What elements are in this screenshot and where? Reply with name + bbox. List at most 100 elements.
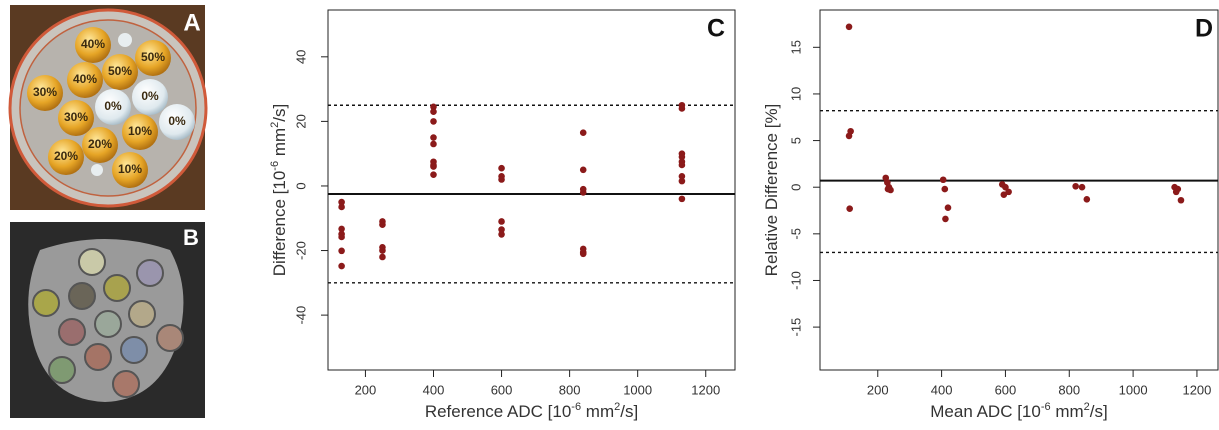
- x-tick-label: 200: [355, 382, 377, 397]
- y-tick-label: 0: [788, 184, 803, 191]
- x-axis-title: Reference ADC [10-6 mm2/s]: [425, 401, 638, 422]
- panel-label: D: [1195, 15, 1213, 43]
- point: [498, 226, 505, 233]
- panel-label: B: [183, 225, 199, 250]
- tube: [122, 114, 158, 150]
- point: [338, 225, 345, 233]
- point: [678, 153, 686, 161]
- point: [887, 186, 894, 194]
- mri-tube: [120, 336, 148, 364]
- tube: [132, 79, 168, 115]
- tube-label: 10%: [118, 162, 142, 176]
- point: [942, 215, 949, 223]
- x-tick-label: 800: [559, 382, 581, 397]
- tube: [67, 62, 103, 98]
- point: [338, 203, 345, 211]
- x-tick-label: 400: [931, 382, 953, 397]
- x-tick-label: 1000: [1119, 382, 1148, 397]
- point: [498, 218, 505, 225]
- x-tick-label: 400: [423, 382, 445, 397]
- point: [430, 163, 437, 170]
- point: [579, 166, 587, 174]
- y-tick-label: 15: [788, 40, 803, 54]
- tube: [112, 152, 148, 188]
- point: [941, 185, 949, 193]
- mri-tube: [78, 248, 106, 276]
- mri-panel: B: [10, 222, 205, 418]
- point: [379, 247, 386, 254]
- tube-label: 0%: [104, 99, 122, 113]
- photo-panel: 40% 50% 50% 30% 40% 0% 0% 0% 30% 10% 20%…: [8, 5, 208, 210]
- tube: [135, 40, 171, 76]
- point: [338, 233, 345, 241]
- y-axis-title-part: Relative Difference [%]: [762, 104, 781, 277]
- tube-label: 40%: [73, 72, 97, 86]
- point: [579, 250, 587, 258]
- point: [430, 118, 437, 125]
- point: [338, 198, 345, 206]
- y-axis-title-part: Difference [10: [270, 171, 289, 277]
- y-axis-title-part: /s]: [270, 104, 289, 122]
- point: [845, 23, 853, 31]
- x-tick-label: 1200: [691, 382, 720, 397]
- point: [579, 189, 587, 196]
- y-axis-title-part: -6: [269, 161, 281, 171]
- point: [430, 134, 437, 141]
- cap: [91, 164, 103, 176]
- point: [498, 164, 505, 172]
- point: [1078, 183, 1086, 191]
- point: [846, 205, 853, 212]
- panel-label: C: [707, 15, 725, 43]
- point: [1172, 188, 1180, 196]
- point: [1002, 183, 1009, 191]
- mri-tube: [103, 274, 131, 302]
- mri-tube: [58, 318, 86, 346]
- y-tick-label: -15: [788, 318, 803, 337]
- point: [430, 171, 437, 178]
- tube-label: 10%: [128, 124, 152, 138]
- x-tick-label: 1200: [1182, 382, 1211, 397]
- point: [379, 221, 386, 229]
- point: [498, 176, 505, 183]
- tube: [159, 104, 195, 140]
- tube: [58, 100, 94, 136]
- x-tick-label: 800: [1058, 382, 1080, 397]
- point: [379, 253, 386, 261]
- mri-tube: [84, 343, 112, 371]
- tube: [95, 89, 131, 125]
- tube-label: 20%: [88, 137, 112, 151]
- cap: [118, 33, 132, 47]
- point: [338, 247, 345, 255]
- mri-tube: [156, 324, 184, 352]
- point: [498, 231, 505, 238]
- mri-tube: [48, 356, 76, 384]
- x-axis-title-part: Reference ADC [10: [425, 402, 571, 421]
- point: [944, 204, 952, 212]
- point: [845, 132, 853, 140]
- y-tick-label: 20: [293, 114, 308, 128]
- y-tick-label: 5: [788, 137, 803, 144]
- tube-label: 50%: [141, 50, 165, 64]
- point: [1000, 191, 1008, 198]
- y-tick-label: 40: [293, 50, 308, 64]
- tube: [82, 127, 118, 163]
- y-tick-label: -20: [293, 241, 308, 260]
- point: [678, 195, 686, 203]
- x-axis-title-part: -6: [571, 401, 581, 413]
- point: [338, 262, 345, 270]
- point: [678, 177, 686, 185]
- tube-label: 30%: [33, 85, 57, 99]
- tube-label: 0%: [141, 89, 159, 103]
- point: [939, 176, 947, 184]
- point: [430, 140, 437, 148]
- x-axis-title: Mean ADC [10-6 mm2/s]: [930, 401, 1107, 422]
- point: [579, 129, 587, 136]
- x-tick-label: 200: [867, 382, 889, 397]
- point: [1177, 196, 1185, 204]
- x-tick-label: 600: [995, 382, 1017, 397]
- x-axis-title-part: Mean ADC [10: [930, 402, 1041, 421]
- y-tick-label: -40: [293, 306, 308, 325]
- mri-tube: [94, 310, 122, 338]
- tube: [102, 54, 138, 90]
